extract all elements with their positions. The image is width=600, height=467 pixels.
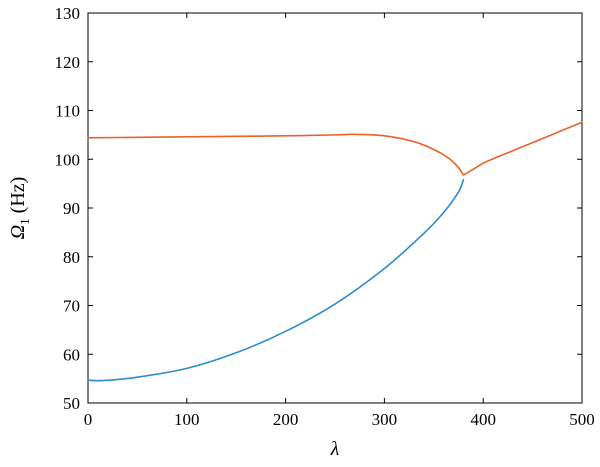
y-axis-label-subscript: 1 bbox=[17, 218, 32, 225]
x-tick-label: 400 bbox=[470, 410, 496, 429]
plot-area bbox=[87, 12, 583, 404]
y-axis-ticks: 50 60 70 80 90 100 110 120 130 bbox=[55, 4, 582, 413]
x-tick-label: 100 bbox=[174, 410, 200, 429]
x-tick-label: 500 bbox=[569, 410, 595, 429]
y-tick-label: 70 bbox=[63, 297, 80, 316]
y-tick-label: 130 bbox=[55, 4, 81, 23]
x-tick-label: 200 bbox=[273, 410, 299, 429]
y-tick-label: 120 bbox=[55, 53, 81, 72]
x-tick-label: 300 bbox=[372, 410, 398, 429]
y-axis-label-symbol: Ω bbox=[7, 225, 29, 239]
x-axis-label: λ bbox=[330, 438, 340, 460]
y-axis-label-unit: (Hz) bbox=[7, 177, 29, 219]
plot-frame bbox=[87, 12, 583, 404]
y-tick-label: 80 bbox=[63, 248, 80, 267]
y-tick-label: 110 bbox=[55, 102, 80, 121]
y-tick-label: 50 bbox=[63, 394, 80, 413]
x-axis-ticks: 0 100 200 300 400 500 bbox=[84, 13, 595, 429]
series-line-0 bbox=[87, 121, 583, 176]
y-tick-label: 90 bbox=[63, 199, 80, 218]
series-layer bbox=[87, 121, 583, 382]
y-tick-label: 60 bbox=[63, 345, 80, 364]
y-axis-label: Ω1 (Hz) bbox=[7, 177, 32, 240]
x-tick-label: 0 bbox=[84, 410, 93, 429]
y-tick-label: 100 bbox=[55, 150, 81, 169]
series-line-1 bbox=[87, 178, 465, 382]
